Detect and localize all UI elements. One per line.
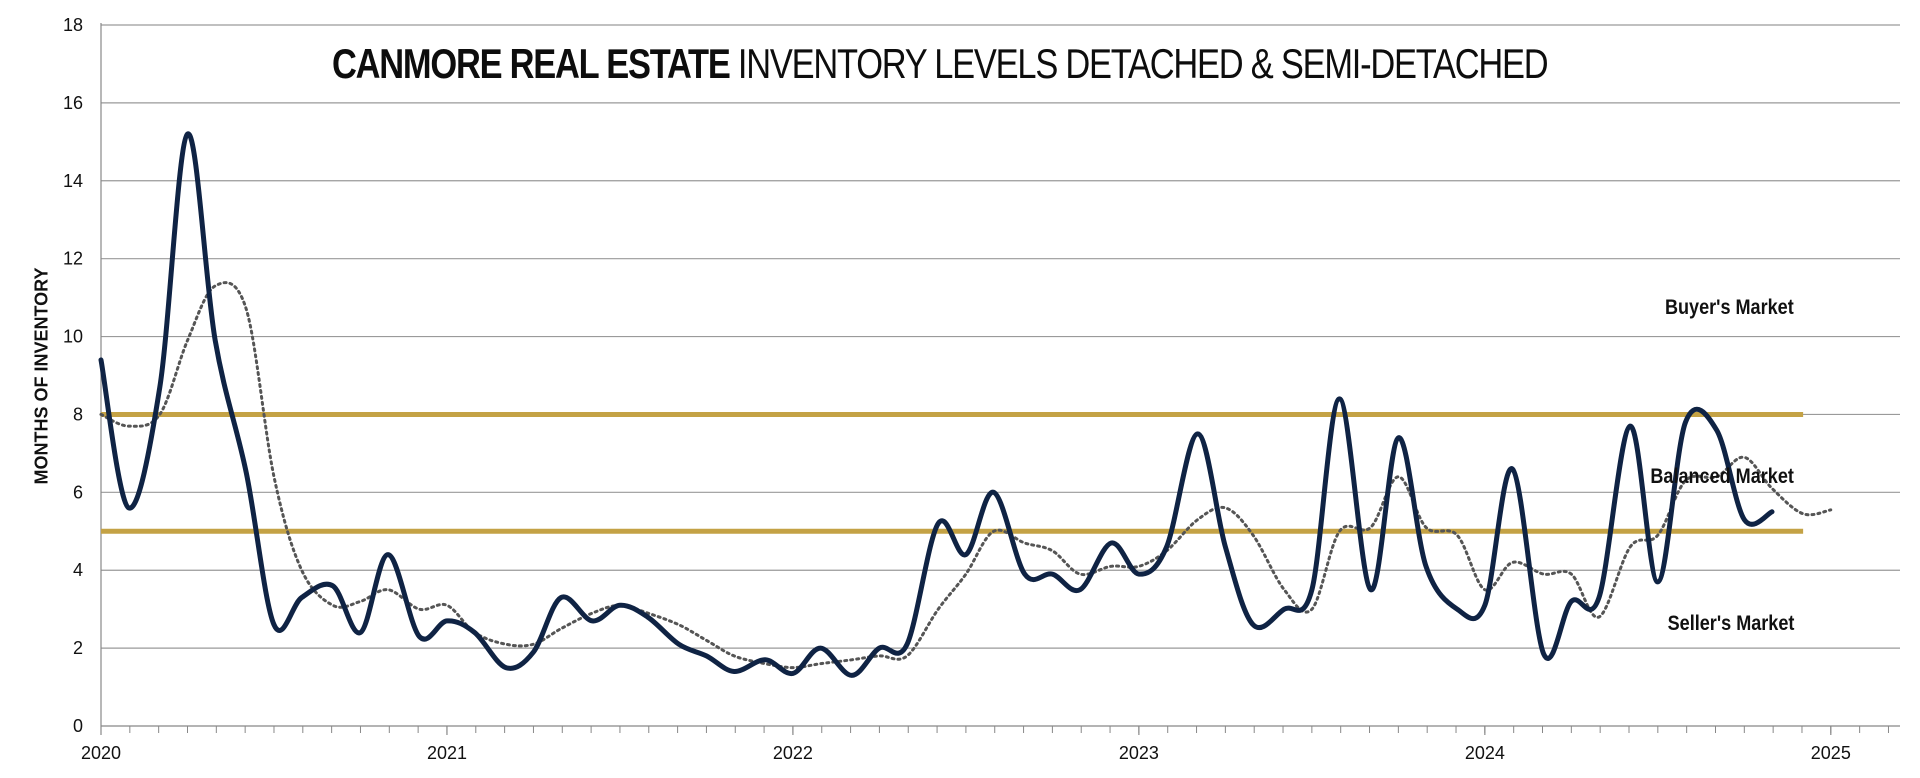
y-tick-label: 6 [73,482,83,502]
x-tick-label: 2022 [773,743,813,763]
x-tick-label: 2021 [427,743,467,763]
buyers-market-label: Buyer's Market [1665,296,1794,319]
y-axis-label: MONTHS OF INVENTORY [31,267,52,485]
y-tick-label: 16 [63,93,83,113]
solid-series-line [98,131,1775,678]
y-tick-label: 14 [63,171,83,191]
y-tick-label: 10 [63,327,83,347]
x-tick-label: 2025 [1811,743,1851,763]
y-tick-label: 0 [73,716,83,736]
y-tick-label: 8 [73,404,83,424]
x-tick-label: 2024 [1465,743,1505,763]
chart-title-bold: CANMORE REAL ESTATE [332,40,731,87]
y-tick-labels: 0 2 4 6 8 10 12 14 16 18 [63,15,83,736]
dotted-series-line [99,281,1833,670]
data-series [98,131,1833,678]
y-tick-label: 2 [73,638,83,658]
axes [100,23,1900,735]
y-tick-label: 12 [63,249,83,269]
x-tick-labels: 2020 2021 2022 2023 2024 2025 [81,743,1851,763]
y-tick-label: 4 [73,560,83,580]
market-threshold-lines [101,411,1804,534]
sellers-market-label: Seller's Market [1667,612,1794,635]
chart-title: CANMORE REAL ESTATE INVENTORY LEVELS DET… [332,40,1549,88]
chart-title-rest: INVENTORY LEVELS DETACHED & SEMI-DETACHE… [737,40,1549,87]
balanced-market-label: Balanced Market [1650,465,1794,488]
y-tick-label: 18 [63,15,83,35]
grid-lines [101,24,1900,649]
x-tick-label: 2023 [1119,743,1159,763]
x-tick-label: 2020 [81,743,121,763]
